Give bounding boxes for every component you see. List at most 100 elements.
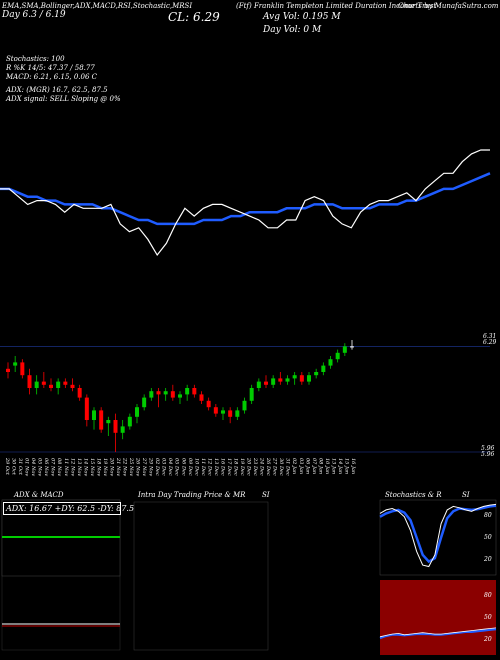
candle-body	[314, 372, 319, 376]
candle-body	[41, 381, 46, 385]
candle-body	[228, 410, 233, 417]
adx-readout-box: ADX: 16.67 +DY: 62.5 -DY: 87.5	[3, 502, 134, 515]
candle-body	[278, 378, 283, 382]
intraday-title-si: SI	[262, 491, 270, 499]
date-tick-label: 31 Oct	[17, 458, 23, 476]
date-tick-label: 13 Jan	[330, 458, 336, 474]
date-tick-label: 15 Nov	[89, 458, 95, 476]
adx-readout: ADX: 16.67 +DY: 62.5 -DY: 87.5	[6, 504, 135, 513]
date-tick-label: 29 Nov	[148, 457, 154, 476]
date-tick-label: 20 Dec	[246, 457, 252, 476]
date-tick-label: 14 Nov	[82, 458, 88, 476]
candle-body	[235, 410, 240, 417]
date-tick-label: 12 Dec	[206, 458, 212, 476]
stoch-rsi-title: Stochastics & R	[385, 491, 442, 499]
date-tick-label: 16 Dec	[219, 458, 225, 476]
stoch-tick-20: 20	[484, 556, 492, 563]
date-tick-label: 04 Dec	[167, 458, 173, 476]
charts-credit: Charts by MunafaSutra.com	[398, 2, 499, 10]
candle-body	[285, 378, 290, 382]
stochastics-values: R %K 14/5: 47.37 / 58.77	[6, 64, 95, 72]
stoch-tick-80: 80	[484, 512, 492, 519]
stoch-rsi-panel	[379, 499, 497, 655]
date-tick-label: 23 Dec	[252, 457, 258, 476]
date-tick-label: 15 Jan	[343, 458, 349, 474]
date-tick-label: 05 Dec	[174, 458, 180, 476]
candle-body	[120, 426, 125, 433]
candle-body	[178, 394, 182, 398]
date-tick-label: 07 Jan	[311, 458, 317, 474]
date-tick-label: 01 Nov	[24, 458, 30, 476]
date-tick-label: 29 Oct	[4, 457, 10, 476]
date-tick-label: 19 Dec	[239, 458, 245, 476]
candle-body	[292, 375, 297, 379]
date-tick-label: 06 Dec	[180, 458, 186, 476]
ema-line	[0, 172, 491, 226]
candle-body	[192, 388, 197, 395]
candle-body	[242, 400, 247, 411]
ticker-line: (Ftf) Franklin Templeton Limited Duratio…	[236, 2, 437, 10]
date-tick-label: 26 Dec	[265, 457, 271, 476]
date-tick-label: 21 Nov	[115, 457, 121, 476]
candle-body	[342, 346, 347, 353]
date-tick-label: 22 Nov	[122, 457, 128, 476]
date-tick-label: 02 Dec	[154, 458, 160, 476]
date-tick-label: 14 Jan	[337, 458, 343, 474]
date-tick-label: 03 Jan	[298, 458, 304, 474]
price-line	[0, 149, 490, 257]
date-tick-label: 11 Nov	[63, 458, 69, 476]
price-trend-panel	[0, 149, 491, 257]
date-tick-label: 26 Nov	[135, 457, 141, 476]
date-tick-label: 30 Oct	[11, 458, 17, 476]
adx-line-1: ADX: (MGR) 16.7, 62.5, 87.5	[6, 86, 108, 94]
date-tick-label: 31 Dec	[285, 458, 291, 476]
price-label-bottom: 5.96	[481, 445, 495, 452]
candle-body	[335, 352, 340, 360]
candle-body	[70, 384, 75, 388]
date-tick-label: 24 Dec	[259, 457, 265, 476]
candle-body	[328, 359, 333, 366]
adx-signal: ADX signal: SELL Sloping @ 0%	[6, 95, 121, 103]
candle-body	[106, 420, 111, 424]
date-tick-label: 12 Nov	[69, 458, 75, 476]
date-tick-label: 16 Jan	[350, 458, 356, 474]
candle-body	[156, 391, 161, 395]
date-tick-label: 07 Nov	[50, 458, 56, 476]
candle-body	[170, 391, 175, 398]
day-volume: Day Vol: 0 M	[263, 25, 322, 35]
close-label: CL: 6.29	[168, 10, 220, 24]
candle-body	[206, 400, 211, 408]
candle-body	[271, 378, 276, 385]
date-tick-label: 25 Nov	[128, 457, 134, 476]
candle-body	[113, 420, 118, 433]
candle-body	[135, 407, 139, 417]
date-tick-label: 10 Dec	[193, 458, 199, 476]
candle-body	[249, 388, 254, 401]
candle-body	[92, 410, 96, 420]
candle-body	[256, 381, 261, 388]
mrsi-tick-20: 20	[484, 636, 492, 643]
date-tick-label: 03 Dec	[161, 458, 167, 476]
candle-body	[264, 381, 268, 385]
date-tick-label: 27 Nov	[141, 457, 147, 476]
date-tick-label: 09 Dec	[187, 458, 193, 476]
date-tick-label: 17 Dec	[226, 458, 232, 476]
mrsi-tick-80: 80	[484, 592, 492, 599]
adx-macd-panel	[1, 499, 121, 651]
candle-body	[321, 365, 326, 372]
stochastics-title: Stochastics: 100	[6, 55, 65, 63]
price-label-close: 6.29	[483, 339, 497, 346]
adx-macd-title: ADX & MACD	[14, 491, 64, 499]
date-tick-label: 02 Jan	[291, 458, 297, 474]
candle-body	[84, 397, 89, 420]
date-tick-label: 04 Nov	[30, 458, 36, 476]
candle-body	[63, 381, 68, 385]
date-tick-label: 11 Dec	[200, 458, 206, 476]
date-axis: 29 Oct 30 Oct 31 Oct 01 Nov 04 Nov 05 Nov 06 N…	[4, 457, 356, 476]
candle-body	[56, 381, 61, 388]
candle-body	[20, 362, 25, 376]
intraday-title: Intra Day Trading Price & MR	[138, 491, 246, 499]
date-tick-label: 30 Dec	[278, 458, 284, 476]
candle-body	[127, 416, 132, 427]
